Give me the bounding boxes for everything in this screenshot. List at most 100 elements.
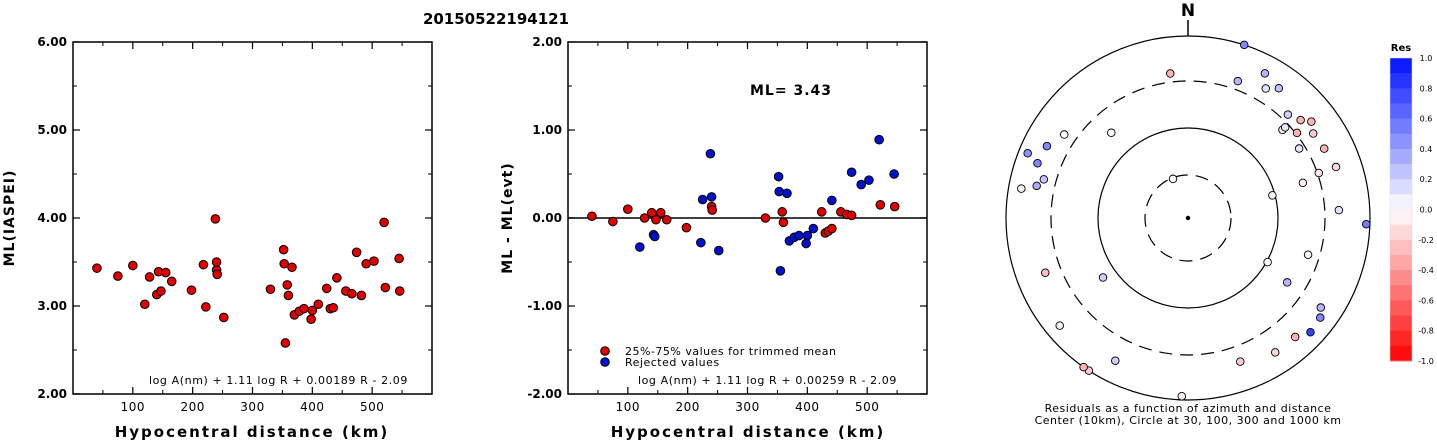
station-point bbox=[1319, 144, 1329, 153]
data-point bbox=[307, 305, 318, 316]
distance-ring bbox=[1097, 127, 1279, 309]
data-point bbox=[212, 269, 222, 280]
data-point bbox=[211, 257, 222, 267]
data-point bbox=[283, 290, 294, 301]
station-point bbox=[1292, 128, 1302, 138]
data-point bbox=[379, 217, 389, 228]
station-point bbox=[1239, 40, 1249, 50]
panel-ml-vs-distance: 100 200 300 400 500 2.00 3.00 4.00 5.00 6.00 ML(I… bbox=[2, 35, 433, 441]
data-point bbox=[92, 263, 102, 273]
data-point bbox=[287, 262, 297, 273]
data-point bbox=[160, 267, 171, 278]
data-point bbox=[166, 276, 177, 287]
colorbar-outline bbox=[1389, 57, 1413, 362]
data-point bbox=[775, 266, 786, 276]
north-label: N bbox=[1181, 1, 1195, 21]
caption-line-1: Residuals as a function of azimuth and d… bbox=[1045, 402, 1332, 415]
data-point bbox=[639, 213, 650, 223]
data-point bbox=[827, 195, 837, 206]
x-tick-label: 100 bbox=[121, 400, 145, 414]
station-point bbox=[1233, 76, 1243, 86]
data-point bbox=[697, 194, 708, 205]
data-points bbox=[92, 214, 405, 348]
colorbar-cell bbox=[1390, 103, 1412, 120]
y-tick-label: 6.00 bbox=[37, 35, 67, 49]
data-point bbox=[313, 299, 324, 310]
station-point bbox=[1039, 175, 1049, 184]
station-point bbox=[1270, 348, 1280, 357]
data-point bbox=[347, 288, 357, 299]
station-point bbox=[1042, 141, 1052, 151]
data-point bbox=[299, 303, 309, 314]
legend: 25%-75% values for trimmed meanRejected … bbox=[600, 345, 836, 369]
station-point bbox=[1298, 178, 1308, 188]
data-point bbox=[279, 258, 290, 269]
panel-residual-vs-distance: 100 200 300 400 500 -2.00 -1.00 0.00 1.00 2.00 ML… bbox=[500, 35, 928, 441]
colorbar-tick-label: 1.0 bbox=[1420, 54, 1433, 63]
colorbar-tick-label: 0.2 bbox=[1420, 175, 1433, 184]
station-point bbox=[1055, 321, 1064, 330]
y-tick-label: 0.00 bbox=[532, 211, 562, 225]
data-point bbox=[649, 231, 660, 242]
station-point bbox=[1260, 69, 1270, 78]
x-tick-label: 400 bbox=[795, 400, 819, 414]
x-tick-label: 400 bbox=[300, 400, 324, 414]
ml-annotation: ML= 3.43 bbox=[750, 83, 832, 99]
station-point bbox=[1274, 84, 1284, 93]
data-point bbox=[782, 188, 792, 199]
data-point bbox=[773, 171, 784, 182]
data-point bbox=[218, 312, 229, 323]
data-point bbox=[321, 283, 332, 294]
legend-marker bbox=[600, 346, 610, 356]
data-point bbox=[681, 222, 692, 233]
colorbar-cell bbox=[1390, 194, 1412, 210]
colorbar-cell bbox=[1390, 315, 1412, 332]
colorbar-cell bbox=[1390, 148, 1412, 165]
data-point bbox=[608, 216, 618, 227]
station-point bbox=[1307, 117, 1316, 126]
data-point bbox=[713, 245, 724, 256]
station-point bbox=[1282, 278, 1292, 287]
plot-frame bbox=[72, 41, 433, 395]
distance-ring bbox=[1005, 35, 1371, 401]
colorbar-cells bbox=[1389, 57, 1413, 362]
data-point bbox=[394, 286, 405, 296]
y-axis-label: ML - ML(evt) bbox=[500, 162, 516, 273]
colorbar-tick-label: -1.0 bbox=[1418, 357, 1434, 366]
x-axis-label: Hypocentral distance (km) bbox=[115, 423, 390, 441]
station-point bbox=[1107, 128, 1116, 138]
station-point bbox=[1314, 168, 1324, 178]
colorbar-tick-label: -0.4 bbox=[1418, 266, 1434, 275]
data-point bbox=[889, 169, 899, 179]
data-point bbox=[774, 186, 785, 197]
data-point bbox=[201, 302, 211, 312]
data-point bbox=[623, 204, 633, 214]
page-title: 20150522194121 bbox=[423, 10, 569, 28]
station-point bbox=[1316, 313, 1325, 322]
legend-marker bbox=[600, 357, 610, 367]
colorbar: Res 1.0 0.8 0.6 0.4 0.2 0.0 -0.2 -0.4 -0.6 -0.8 -1… bbox=[1389, 43, 1434, 366]
data-point bbox=[369, 256, 379, 266]
station-point bbox=[1308, 129, 1318, 138]
data-point bbox=[356, 290, 367, 301]
data-point bbox=[794, 230, 804, 241]
data-point bbox=[707, 205, 717, 215]
colorbar-cell bbox=[1390, 224, 1412, 241]
station-point bbox=[1023, 148, 1032, 158]
y-tick-label: 5.00 bbox=[37, 123, 67, 137]
colorbar-cell bbox=[1390, 300, 1412, 317]
station-point bbox=[1334, 205, 1344, 215]
station-point bbox=[1168, 174, 1178, 184]
colorbar-cell bbox=[1390, 164, 1412, 180]
station-point bbox=[1294, 144, 1304, 153]
legend-label: Rejected values bbox=[625, 356, 720, 369]
data-point bbox=[306, 314, 316, 325]
data-point bbox=[827, 223, 837, 234]
colorbar-cell bbox=[1390, 133, 1412, 150]
station-point bbox=[1079, 362, 1088, 372]
station-point bbox=[1283, 110, 1293, 119]
data-point bbox=[706, 192, 717, 202]
data-point bbox=[186, 285, 197, 295]
data-point bbox=[210, 214, 221, 224]
